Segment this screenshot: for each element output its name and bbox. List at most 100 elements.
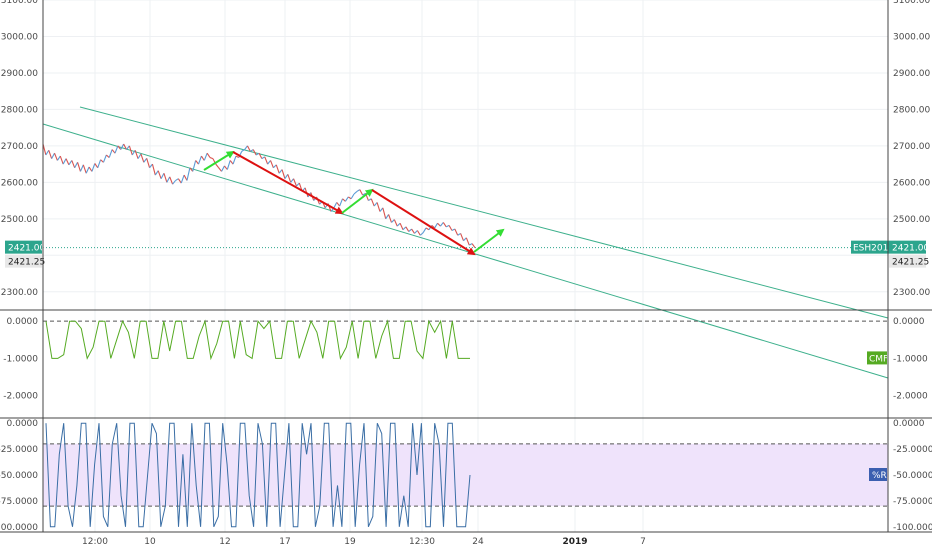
price-segment [359, 189, 364, 196]
price-badge-right-text: 2421.00 [892, 244, 929, 254]
channel-lower-line [42, 123, 889, 379]
price-segment [370, 198, 375, 207]
price-segment [65, 158, 70, 166]
x-tick-label-6: 24 [472, 537, 484, 547]
wr-ytick-left-3: -75.0000 [0, 497, 38, 507]
price-segment [108, 149, 113, 158]
price-segment [270, 160, 274, 168]
price-badge-right [889, 240, 926, 254]
wr-ytick-right-0: 0.0000 [893, 419, 925, 429]
price-segment [68, 160, 73, 166]
price-ytick-left-4: 2700.00 [1, 142, 38, 152]
price-segment [379, 207, 384, 212]
x-tick-label-8: 7 [640, 537, 646, 547]
x-tick-label-7: 2019 [562, 537, 587, 547]
price-segment [434, 222, 439, 229]
price-segment [250, 149, 254, 152]
price-segment [457, 232, 461, 236]
price-segment [203, 152, 208, 161]
price-segment [460, 233, 464, 241]
price-segment [391, 219, 395, 223]
price-segment [293, 178, 297, 187]
wr-ytick-right-1: -25.0000 [893, 445, 932, 455]
price-segment [143, 157, 148, 163]
price-segment [56, 155, 61, 161]
price-segment [246, 145, 251, 152]
price-segment [59, 155, 64, 165]
price-segment [180, 174, 185, 184]
price-segment [296, 182, 300, 187]
symbol-badge [851, 240, 889, 254]
price-segment [471, 243, 476, 248]
price-segment [287, 174, 292, 183]
green-trend-arrow-4 [473, 228, 505, 253]
price-segment [241, 149, 245, 152]
price-segment [411, 228, 415, 234]
price-segment [267, 160, 271, 165]
price-segment [218, 167, 222, 172]
price-segment [146, 158, 151, 168]
price-segment [91, 163, 96, 172]
price-ytick-right-6: 2500.00 [893, 215, 930, 225]
price-segment [131, 149, 136, 156]
price-segment [278, 169, 283, 174]
cmf-ytick-right-1: -1.0000 [893, 354, 928, 364]
price-segment [405, 226, 410, 232]
price-ytick-left-2: 2900.00 [1, 69, 38, 79]
price-segment [123, 143, 128, 150]
price-segment [102, 154, 107, 163]
x-tick-label-2: 12 [219, 537, 230, 547]
price-segment [425, 227, 430, 231]
green-trend-arrow-2 [341, 188, 374, 214]
price-segment [342, 198, 346, 202]
cmf-ytick-left-2: -2.0000 [3, 392, 38, 402]
price-badge-left-2 [5, 254, 42, 268]
x-tick-label-0: 12:00 [82, 537, 108, 547]
price-segment [408, 228, 413, 232]
price-segment [149, 163, 153, 169]
price-segment [62, 158, 67, 165]
grid-lines [43, 0, 888, 532]
cmf-ytick-right-2: -2.0000 [893, 392, 928, 402]
williams-r-label-badge-text: %R [872, 471, 887, 481]
wr-ytick-right-2: -50.0000 [893, 471, 932, 481]
price-segment [382, 207, 387, 219]
price-segment [209, 157, 214, 160]
price-segment [416, 230, 421, 236]
cmf-ytick-left-1: -1.0000 [3, 354, 38, 364]
price-segment [356, 189, 361, 192]
price-segment [172, 180, 176, 185]
price-segment [402, 226, 407, 231]
price-segment [74, 162, 79, 169]
price-badge-right-2-text: 2421.25 [892, 258, 929, 268]
price-segment [137, 153, 142, 159]
wr-ytick-left-4: -100.0000 [0, 523, 38, 533]
williams-r-line [45, 422, 471, 528]
price-segment [388, 214, 392, 223]
price-segment [192, 160, 197, 172]
price-segment [399, 222, 404, 230]
price-segment [166, 176, 171, 183]
price-segment [431, 224, 436, 229]
price-ytick-right-5: 2600.00 [893, 178, 930, 188]
price-segment [140, 153, 145, 163]
price-segment [232, 155, 237, 165]
price-segment [463, 237, 467, 242]
price-segment [422, 227, 427, 233]
price-segment [419, 232, 424, 236]
wr-ytick-left-2: -50.0000 [0, 471, 38, 481]
price-segment [48, 150, 53, 159]
red-trend-arrow-1 [232, 151, 344, 214]
price-segment [169, 176, 174, 185]
price-ytick-left-3: 2800.00 [1, 105, 38, 115]
price-segment [54, 152, 58, 161]
price-badge-left [5, 240, 42, 254]
price-ytick-right-0: 3100.00 [893, 0, 930, 6]
price-segment [157, 170, 162, 179]
price-segment [344, 196, 349, 202]
wr-ytick-left-0: 0.0000 [7, 419, 39, 429]
price-ytick-left-5: 2600.00 [1, 178, 38, 188]
price-segment [163, 173, 168, 183]
